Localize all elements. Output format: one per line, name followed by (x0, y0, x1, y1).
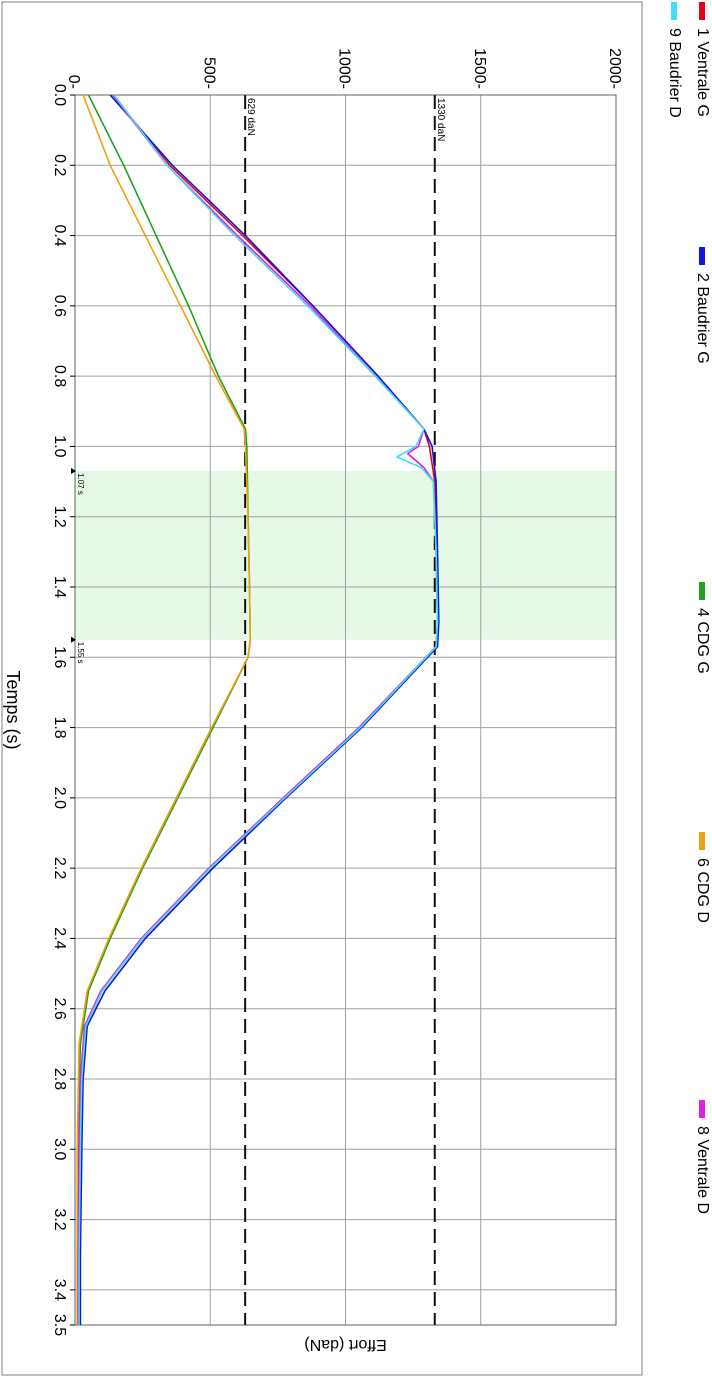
x-tick-label: 3.4 (51, 1279, 68, 1301)
x-tick-label: 2.0 (51, 787, 68, 809)
series-line (78, 94, 439, 1325)
x-tick-label: 3.5 (51, 1314, 68, 1336)
outer-frame (1, 1, 643, 1376)
reference-line-label: 629 daN (245, 98, 256, 136)
legend-swatch (699, 582, 705, 600)
legend-swatch (699, 832, 705, 850)
legend-label: 2 Baudrier G (694, 273, 711, 364)
x-tick-label: 1.2 (51, 506, 68, 528)
x-tick-label: 0.2 (51, 154, 68, 176)
legend-label: 8 Ventrale D (694, 1126, 711, 1214)
series-line (76, 94, 252, 1325)
x-tick-label: 1.0 (51, 435, 68, 457)
plot-border (74, 94, 617, 1326)
series-line (78, 94, 439, 1325)
legend-label: 4 CDG G (694, 608, 711, 674)
legend-label: 1 Ventrale G (694, 28, 711, 117)
y-tick-label: 1000- (336, 48, 353, 89)
series-line (77, 94, 439, 1325)
y-tick-label: 0- (65, 75, 82, 89)
reference-line-label: 1330 daN (435, 98, 446, 141)
x-axis-title: Temps (s) (3, 670, 23, 749)
x-tick-label: 1.4 (51, 576, 68, 598)
legend-swatch (699, 1100, 705, 1118)
series-line (79, 94, 440, 1325)
x-tick-label: 2.6 (51, 998, 68, 1020)
legend-label: 6 CDG D (694, 858, 711, 923)
band-start-marker (71, 468, 76, 475)
y-tick-label: 2000- (606, 48, 623, 89)
y-axis-title: Effort (daN) (304, 1336, 386, 1353)
x-tick-label: 2.2 (51, 857, 68, 879)
x-tick-label: 0.0 (51, 84, 68, 106)
band-start-label: 1.07 s (76, 473, 85, 495)
x-tick-label: 2.8 (51, 1068, 68, 1090)
legend-label: 9 Baudrier D (666, 28, 683, 118)
legend-swatch (699, 247, 705, 265)
legend-swatch (699, 2, 705, 20)
y-tick-label: 500- (200, 57, 217, 89)
x-tick-label: 0.6 (51, 295, 68, 317)
legend-swatch (671, 2, 677, 20)
x-tick-label: 2.4 (51, 927, 68, 949)
x-tick-label: 3.0 (51, 1138, 68, 1160)
x-tick-label: 1.6 (51, 646, 68, 668)
x-tick-label: 1.8 (51, 716, 68, 738)
band-end-label: 1.55 s (76, 642, 85, 664)
series-line (76, 94, 252, 1325)
x-tick-label: 0.8 (51, 365, 68, 387)
x-tick-label: 0.4 (51, 224, 68, 246)
band-end-marker (71, 636, 76, 643)
x-tick-label: 3.2 (51, 1208, 68, 1230)
y-tick-label: 1500- (471, 48, 488, 89)
